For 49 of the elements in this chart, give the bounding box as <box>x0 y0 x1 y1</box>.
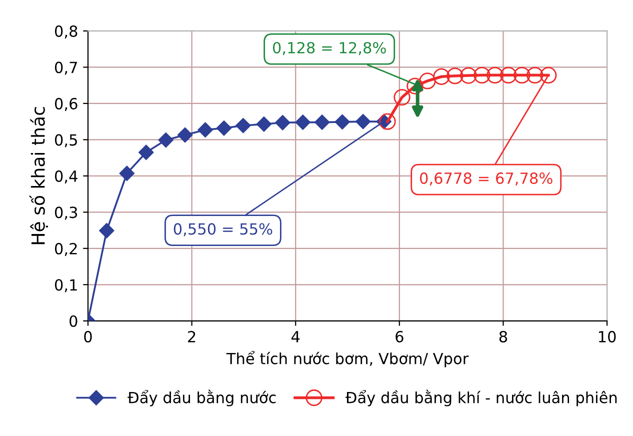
y-tick-label: 0,4 <box>54 170 78 184</box>
point <box>526 66 544 84</box>
point <box>540 66 557 84</box>
y-axis-title: Hệ số khai thác <box>29 107 48 244</box>
x-tick-label: 6 <box>396 330 404 342</box>
point <box>198 122 213 138</box>
point <box>177 127 193 143</box>
point <box>379 113 396 130</box>
y-tick-label: 0,3 <box>54 206 78 220</box>
legend-label: Đẩy dầu bằng khí - nước luân phiên <box>345 390 617 406</box>
x-tick-label: 4 <box>292 331 300 342</box>
x-tick-label: 8 <box>499 330 508 342</box>
x-tick-label: 0 <box>84 330 92 342</box>
point <box>486 66 504 84</box>
point <box>314 114 330 130</box>
x-axis-title: Thể tích nước bơm, Vbơm/ Vpor <box>226 350 469 368</box>
point <box>158 132 174 148</box>
y-tick-label: 0,1 <box>54 279 77 292</box>
point <box>474 66 490 84</box>
y-tick-label: 0,6 <box>54 98 78 112</box>
point <box>99 223 114 238</box>
x-tick-label: 2 <box>188 330 196 342</box>
point <box>216 120 232 136</box>
legend-label: Đẩy dầu bằng nước <box>128 390 276 406</box>
point <box>334 114 350 130</box>
point <box>406 78 424 94</box>
point <box>446 68 464 84</box>
point <box>236 118 251 134</box>
y-tick-label: 0,5 <box>54 134 77 148</box>
y-tick-label: 0,7 <box>54 62 77 75</box>
point <box>119 166 134 181</box>
point <box>500 66 517 84</box>
point <box>275 115 290 130</box>
point <box>356 114 371 130</box>
x-tick-label: 10 <box>599 330 616 342</box>
y-tick-label: 0,8 <box>54 25 78 39</box>
y-tick-label: 0 <box>70 315 78 327</box>
y-tick-label: 0,2 <box>54 242 77 256</box>
point <box>460 67 477 84</box>
point <box>138 144 154 160</box>
point <box>295 114 310 130</box>
point <box>394 88 410 106</box>
annotation: 0,128 = 12,8% <box>272 42 386 56</box>
point <box>433 68 450 85</box>
annotation: 0,6778 = 67,78% <box>420 172 552 186</box>
annotation: 0,550 = 55% <box>174 223 272 236</box>
point <box>419 72 436 90</box>
point <box>514 66 530 84</box>
point <box>256 116 272 132</box>
